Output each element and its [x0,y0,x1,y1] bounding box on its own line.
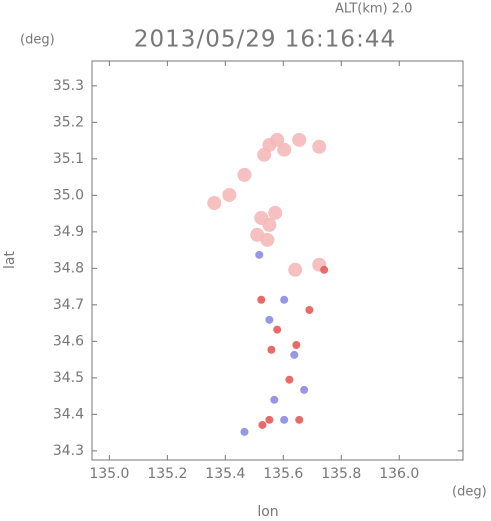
chart-title: 2013/05/29 16:16:44 [134,27,396,53]
radar-echo [250,227,265,242]
radar-echo [290,350,299,359]
radar-echo [292,132,307,147]
x-axis-label: lon [257,504,278,520]
plot-frame [91,60,464,461]
y-tick-label: 35.1 [53,151,84,167]
radar-echo [285,375,294,384]
y-tick-label: 34.6 [53,333,84,349]
radar-echo [288,262,303,277]
radar-echo [222,187,237,202]
y-tick-label: 34.5 [53,370,84,386]
y-tick-label: 34.7 [53,297,84,313]
radar-echo [255,250,264,259]
x-tick-label: 135.2 [147,466,187,482]
radar-echo [257,147,272,162]
radar-echo [305,305,314,314]
y-axis-label: lat [2,251,18,269]
x-tick-label: 135.6 [263,466,303,482]
radar-echo [273,325,282,334]
y-tick-label: 34.4 [53,406,84,422]
radar-echo [258,420,267,429]
y-tick-label: 35.2 [53,114,84,130]
radar-echo [270,132,285,147]
x-tick-label: 135.8 [321,466,361,482]
radar-echo [295,415,304,424]
radar-echo [268,205,283,220]
radar-echo [257,295,266,304]
radar-echo [262,217,277,232]
radar-echo [300,385,309,394]
radar-echo [292,341,301,350]
x-tick-label: 136.0 [379,466,419,482]
radar-echo [270,395,279,404]
x-unit: (deg) [452,485,487,500]
radar-echo [207,196,222,211]
radar-echo [277,142,292,157]
y-tick-label: 34.8 [53,260,84,276]
radar-echo [240,427,249,436]
y-tick-label: 35.3 [53,78,84,94]
x-tick-label: 135.0 [89,466,129,482]
y-tick-label: 35.0 [53,187,84,203]
radar-echo [312,139,327,154]
annotation: ALT(km) 2.0 [335,2,412,17]
x-tick-label: 135.4 [205,466,245,482]
radar-echo [280,295,289,304]
radar-echo [280,415,289,424]
radar-echo [320,265,329,274]
radar-echo [265,315,274,324]
radar-echo [237,167,252,182]
radar-echo [265,415,274,424]
y-tick-label: 34.9 [53,224,84,240]
y-tick-label: 34.3 [53,443,84,459]
radar-echo [267,345,276,354]
y-unit: (deg) [20,33,55,48]
